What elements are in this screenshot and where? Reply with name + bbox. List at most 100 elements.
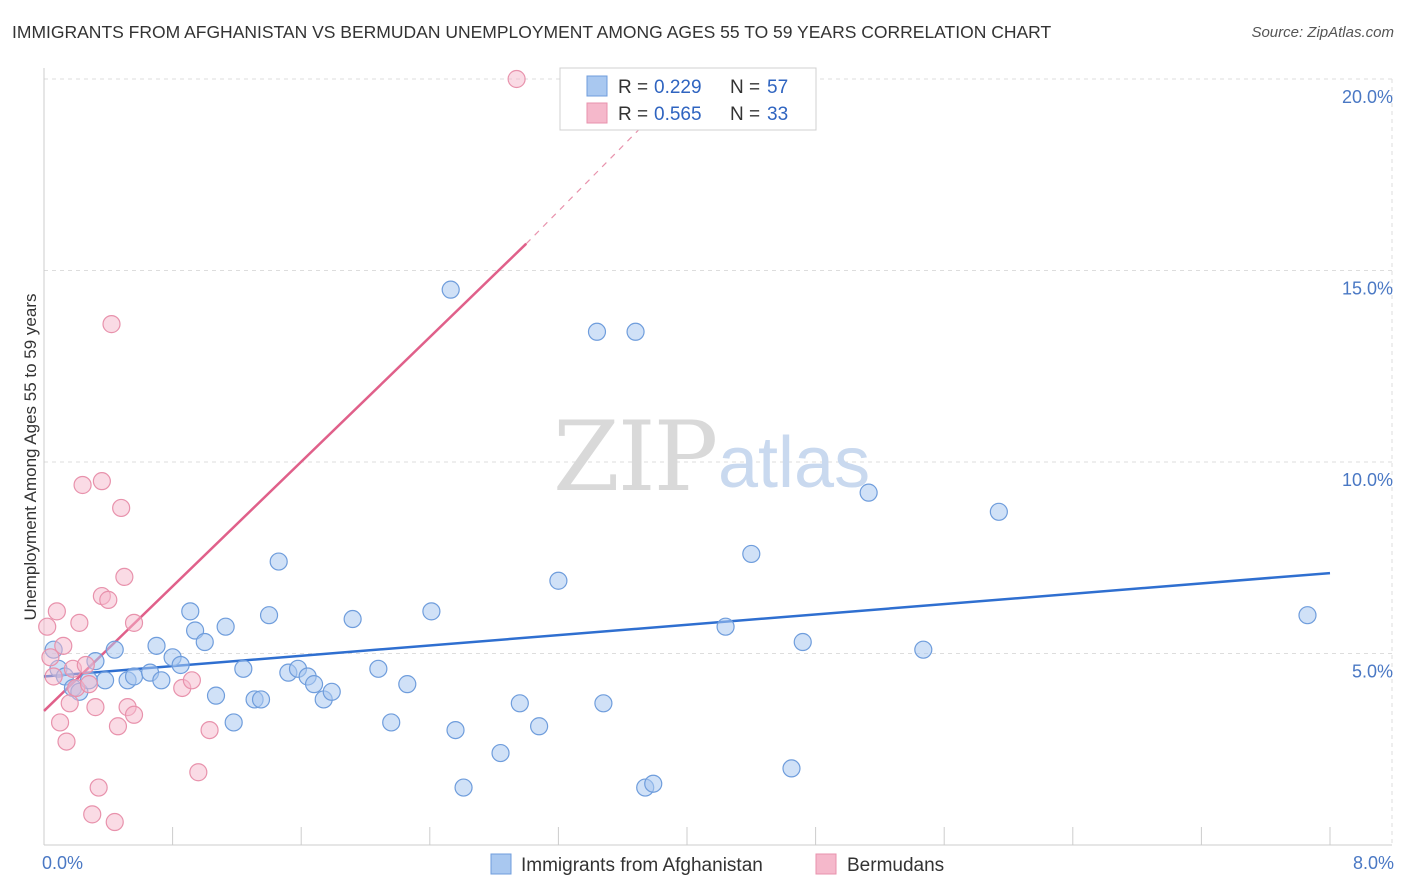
chart-title: IMMIGRANTS FROM AFGHANISTAN VS BERMUDAN … — [12, 22, 1052, 42]
legend-r-label-pink: R = — [618, 104, 648, 125]
point-bermudans-24 — [115, 567, 134, 587]
point-afghanistan-41 — [491, 743, 510, 763]
axes — [43, 68, 1392, 846]
legend-n-value-blue: 57 — [767, 77, 788, 98]
point-bermudans-21 — [105, 812, 124, 832]
point-bermudans-14 — [83, 805, 102, 824]
point-afghanistan-13 — [152, 671, 171, 690]
point-bermudans-13 — [79, 675, 99, 694]
legend-n-label-pink: N = — [730, 104, 760, 125]
bottom-legend-swatch-pink — [815, 853, 837, 875]
bottom-legend: Immigrants from Afghanistan Bermudans — [490, 853, 944, 876]
x-tick-label-max: 8.0% — [1353, 853, 1394, 873]
point-afghanistan-24 — [251, 690, 271, 709]
point-afghanistan-21 — [224, 713, 243, 732]
legend-n-value-pink: 33 — [767, 104, 788, 125]
point-afghanistan-33 — [343, 609, 362, 629]
point-afghanistan-25 — [259, 606, 279, 625]
watermark-zip: ZIP — [553, 401, 716, 513]
point-afghanistan-57 — [1298, 606, 1317, 625]
point-bermudans-26 — [124, 705, 144, 724]
point-bermudans-4 — [50, 713, 70, 732]
point-afghanistan-35 — [382, 713, 401, 732]
point-afghanistan-18 — [195, 632, 214, 652]
point-afghanistan-54 — [859, 483, 878, 502]
point-bermudans-18 — [92, 472, 111, 491]
y-tick-label-2: 15.0% — [1342, 279, 1393, 299]
point-afghanistan-16 — [181, 602, 200, 621]
legend-r-value-blue: 0.229 — [654, 77, 702, 98]
source-label: Source: ZipAtlas.com — [1251, 24, 1394, 41]
trend-line-bermudans — [43, 242, 528, 712]
data-points — [38, 69, 1317, 832]
point-afghanistan-34 — [369, 659, 388, 678]
legend-n-label-blue: N = — [730, 77, 760, 98]
point-afghanistan-45 — [587, 322, 607, 341]
point-afghanistan-36 — [398, 675, 417, 694]
point-afghanistan-20 — [216, 617, 235, 636]
point-afghanistan-56 — [989, 502, 1008, 521]
point-bermudans-12 — [76, 655, 95, 675]
point-bermudans-15 — [86, 698, 105, 717]
point-afghanistan-53 — [793, 632, 812, 652]
point-bermudans-22 — [108, 717, 128, 736]
point-afghanistan-10 — [124, 667, 144, 686]
point-bermudans-5 — [54, 636, 73, 655]
point-afghanistan-37 — [422, 602, 441, 621]
watermark-atlas: atlas — [718, 423, 870, 503]
y-axis-label: Unemployment Among Ages 55 to 59 years — [21, 294, 40, 621]
point-afghanistan-26 — [269, 552, 288, 571]
legend-swatch-pink — [586, 102, 608, 124]
trend-line-bermudans-extension — [525, 113, 656, 245]
point-bermudans-11 — [73, 475, 92, 495]
point-afghanistan-44 — [549, 571, 568, 590]
point-afghanistan-7 — [95, 671, 115, 690]
point-bermudans-27 — [124, 613, 144, 632]
legend-swatch-blue — [586, 75, 608, 97]
point-afghanistan-43 — [530, 717, 549, 736]
y-tick-label-0: 5.0% — [1352, 662, 1393, 682]
point-bermudans-19 — [99, 590, 118, 609]
point-bermudans-16 — [89, 778, 108, 797]
trend-line-afghanistan — [43, 571, 1331, 678]
point-afghanistan-19 — [206, 686, 226, 705]
point-afghanistan-12 — [147, 636, 166, 655]
point-bermudans-10 — [70, 613, 89, 632]
point-afghanistan-22 — [234, 659, 253, 678]
point-bermudans-30 — [189, 763, 208, 782]
point-bermudans-1 — [41, 648, 60, 667]
point-afghanistan-46 — [594, 694, 613, 713]
bottom-legend-label-pink: Bermudans — [847, 855, 944, 876]
point-afghanistan-39 — [446, 720, 465, 740]
point-afghanistan-51 — [742, 544, 761, 564]
point-bermudans-32 — [507, 69, 526, 89]
point-afghanistan-42 — [510, 694, 529, 713]
point-bermudans-6 — [57, 732, 76, 751]
point-bermudans-31 — [200, 720, 219, 740]
bottom-legend-label-blue: Immigrants from Afghanistan — [521, 855, 763, 876]
legend-r-label-blue: R = — [618, 77, 648, 98]
point-afghanistan-47 — [626, 322, 645, 341]
point-bermudans-0 — [38, 617, 57, 636]
point-afghanistan-49 — [644, 774, 663, 793]
point-bermudans-20 — [102, 315, 121, 334]
y-tick-label-3: 20.0% — [1342, 87, 1393, 107]
point-afghanistan-15 — [171, 655, 190, 675]
y-tick-labels: 5.0% 10.0% 15.0% 20.0% — [1342, 87, 1393, 682]
top-legend: R = 0.229 N = 57 R = 0.565 N = 33 — [559, 67, 817, 131]
point-bermudans-23 — [112, 498, 131, 518]
point-afghanistan-50 — [716, 617, 735, 636]
watermark: ZIP atlas — [553, 401, 870, 513]
point-afghanistan-40 — [454, 778, 473, 797]
point-afghanistan-38 — [441, 280, 460, 299]
point-afghanistan-30 — [304, 675, 324, 694]
legend-r-value-pink: 0.565 — [654, 104, 702, 125]
point-afghanistan-52 — [782, 759, 801, 778]
trend-lines — [43, 113, 1331, 712]
point-bermudans-2 — [44, 667, 63, 686]
point-bermudans-29 — [182, 671, 201, 690]
point-bermudans-7 — [60, 694, 79, 713]
x-tick-label-min: 0.0% — [42, 853, 83, 873]
point-afghanistan-55 — [914, 640, 933, 659]
